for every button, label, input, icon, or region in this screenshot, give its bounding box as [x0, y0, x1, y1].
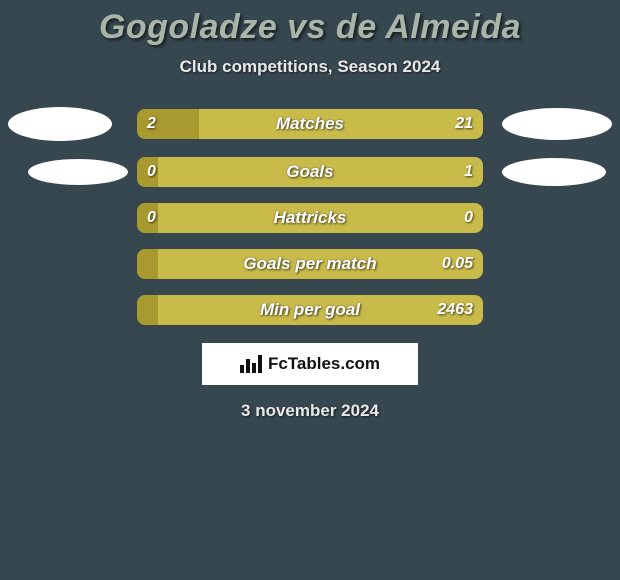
stat-value-right: 1	[464, 157, 473, 187]
stat-label: Matches	[137, 109, 483, 139]
site-logo[interactable]: FcTables.com	[202, 343, 418, 385]
left-avatar-slot	[8, 107, 118, 141]
stat-row: Min per goal2463	[0, 295, 620, 325]
barchart-icon	[240, 355, 262, 373]
subtitle: Club competitions, Season 2024	[0, 57, 620, 77]
stat-row: Goals per match0.05	[0, 249, 620, 279]
stat-label: Goals	[137, 157, 483, 187]
player-left-avatar	[28, 159, 128, 185]
stats-list: 2Matches210Goals10Hattricks0Goals per ma…	[0, 107, 620, 325]
stat-value-right: 0	[464, 203, 473, 233]
stat-label: Hattricks	[137, 203, 483, 233]
right-avatar-slot	[502, 108, 612, 140]
comparison-card: Gogoladze vs de Almeida Club competition…	[0, 0, 620, 421]
stat-value-right: 21	[455, 109, 473, 139]
stat-row: 0Goals1	[0, 157, 620, 187]
stat-value-right: 0.05	[442, 249, 473, 279]
stat-bar: Min per goal2463	[137, 295, 483, 325]
stat-bar: 0Hattricks0	[137, 203, 483, 233]
stat-value-right: 2463	[437, 295, 473, 325]
page-title: Gogoladze vs de Almeida	[0, 8, 620, 47]
left-avatar-slot	[8, 159, 118, 185]
player-right-avatar	[502, 158, 606, 186]
logo-text: FcTables.com	[268, 354, 380, 374]
player-left-avatar	[8, 107, 112, 141]
stat-bar: Goals per match0.05	[137, 249, 483, 279]
stat-row: 0Hattricks0	[0, 203, 620, 233]
stat-bar: 0Goals1	[137, 157, 483, 187]
player-right-avatar	[502, 108, 612, 140]
stat-bar: 2Matches21	[137, 109, 483, 139]
date-text: 3 november 2024	[0, 401, 620, 421]
stat-row: 2Matches21	[0, 107, 620, 141]
stat-label: Goals per match	[137, 249, 483, 279]
right-avatar-slot	[502, 158, 612, 186]
stat-label: Min per goal	[137, 295, 483, 325]
